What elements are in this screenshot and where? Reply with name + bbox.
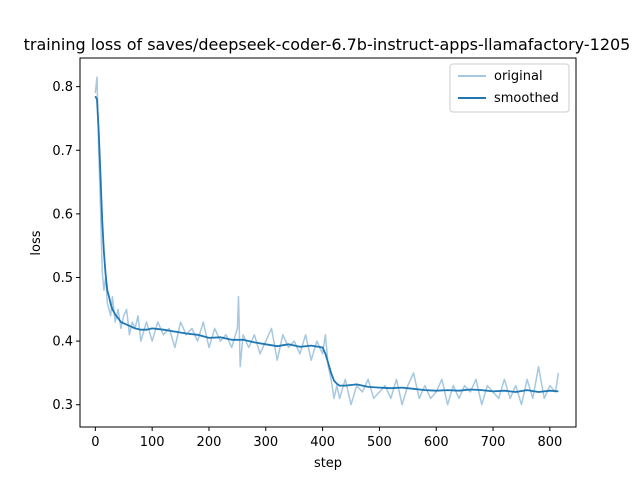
- y-tick-label: 0.7: [52, 144, 73, 159]
- axes-frame: [79, 57, 577, 428]
- x-tick-label: 300: [253, 435, 278, 450]
- x-tick-label: 800: [537, 435, 562, 450]
- legend: original smoothed: [449, 63, 570, 113]
- x-tick-label: 0: [91, 435, 99, 450]
- plot-area: [94, 76, 560, 406]
- y-tick-label: 0.4: [52, 335, 73, 350]
- x-tick-label: 100: [140, 435, 165, 450]
- y-tick-label: 0.6: [52, 207, 73, 222]
- x-tick-label: 600: [424, 435, 449, 450]
- x-tick-label: 400: [310, 435, 335, 450]
- x-tick-label: 500: [367, 435, 392, 450]
- legend-label-smoothed: smoothed: [494, 91, 559, 106]
- series-line-original: [94, 76, 560, 406]
- y-tick-label: 0.5: [52, 271, 73, 286]
- y-tick-label: 0.8: [52, 80, 73, 95]
- x-tick-label: 700: [481, 435, 506, 450]
- x-axis-label: step: [314, 456, 342, 471]
- chart-title: training loss of saves/deepseek-coder-6.…: [24, 35, 631, 54]
- axis-ticks: 0 100 200 300 400 500 600 700 800 0.3 0.4 0.5 0.6 0.7…: [52, 80, 562, 450]
- y-axis-label: loss: [29, 230, 44, 255]
- x-tick-label: 200: [197, 435, 222, 450]
- y-tick-label: 0.3: [52, 398, 73, 413]
- series-line-smoothed: [94, 95, 559, 393]
- legend-label-original: original: [494, 69, 543, 84]
